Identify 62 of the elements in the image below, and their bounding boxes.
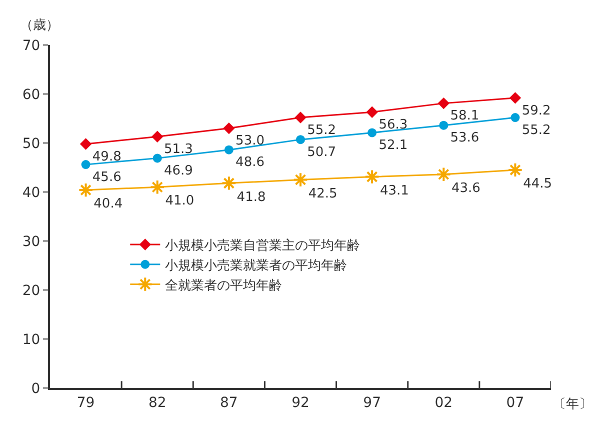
y-tick-label: 70	[22, 38, 40, 54]
data-label: 51.3	[164, 142, 193, 158]
data-label: 50.7	[307, 144, 336, 160]
point	[368, 128, 377, 138]
point	[224, 145, 234, 154]
point	[296, 135, 305, 144]
data-label: 49.8	[92, 149, 122, 164]
point	[439, 120, 448, 130]
data-label: 53.6	[450, 130, 480, 146]
legend-label: 小規模小売業就業者の平均年齢	[165, 258, 348, 274]
y-tick-label: 30	[22, 234, 40, 250]
data-label: 48.6	[236, 155, 265, 170]
y-axis-title: （歳）	[20, 18, 59, 33]
data-label: 43.1	[380, 183, 409, 198]
data-label: 43.6	[452, 180, 480, 196]
data-label: 46.9	[164, 164, 193, 179]
data-label: 56.3	[378, 118, 408, 133]
x-tick-label: 82	[148, 394, 166, 411]
x-tick-label: 07	[506, 394, 524, 411]
point	[436, 166, 452, 182]
point	[81, 160, 90, 170]
y-tick-label: 60	[22, 86, 40, 103]
data-label: 45.6	[92, 170, 122, 185]
data-label: 41.8	[236, 190, 266, 205]
data-label: 40.4	[94, 196, 123, 212]
y-tick-label: 0	[31, 380, 40, 397]
y-tick-label: 40	[22, 184, 40, 201]
point	[366, 106, 378, 118]
x-tick-label: 02	[434, 394, 453, 411]
y-tick-label: 20	[22, 282, 40, 299]
point	[438, 97, 450, 110]
point	[78, 182, 94, 198]
point	[509, 92, 522, 104]
data-label: 52.1	[378, 138, 408, 154]
point	[152, 130, 164, 142]
point	[150, 180, 165, 195]
point	[364, 169, 380, 184]
x-axis-title: 〔年〕	[553, 397, 591, 412]
point	[223, 122, 235, 134]
legend-label: 小規模小売業自営業主の平均年齢	[165, 238, 360, 254]
legend-label: 全就業者の平均年齢	[165, 278, 282, 294]
data-label: 53.0	[236, 134, 265, 149]
data-label: 58.1	[450, 108, 480, 124]
x-tick-label: 79	[76, 394, 95, 411]
point	[80, 138, 92, 150]
x-tick-label: 97	[363, 394, 381, 411]
point	[152, 154, 162, 163]
y-tick-label: 50	[22, 136, 40, 152]
point	[221, 176, 237, 191]
data-label: 55.2	[307, 122, 336, 138]
data-label: 59.2	[522, 103, 551, 118]
data-label: 44.5	[523, 176, 552, 192]
point	[294, 112, 306, 124]
y-tick-label: 10	[22, 332, 40, 348]
data-label: 42.5	[308, 186, 338, 202]
data-label: 55.2	[522, 122, 551, 138]
point	[292, 172, 308, 188]
point	[510, 113, 520, 122]
x-tick-label: 92	[292, 394, 310, 411]
x-tick-label: 87	[220, 394, 238, 411]
data-label: 41.0	[165, 194, 194, 209]
point	[508, 162, 523, 178]
